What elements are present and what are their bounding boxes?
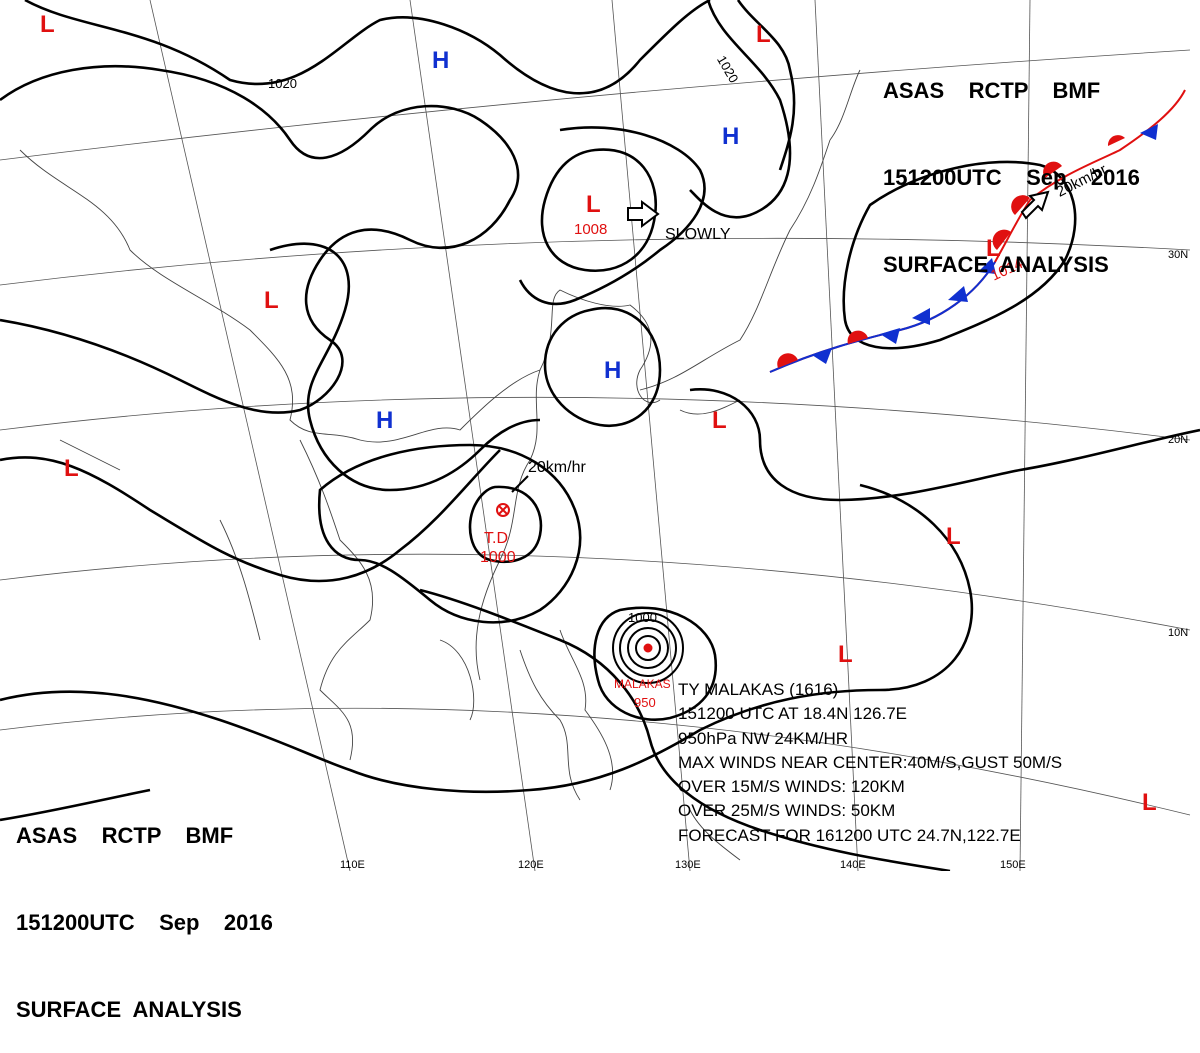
graticule [0,0,1191,871]
td-symbol [496,503,510,517]
label-td-name: T.D [484,530,508,547]
isobar-japan-east [689,388,1200,502]
header-line-2: 151200UTC Sep 2016 [883,165,1140,190]
low-center-south: L [838,641,853,668]
header-line-3: SURFACE ANALYSIS [883,252,1109,277]
low-center-west: L [264,287,279,314]
label-typhoon-pressure: 950 [634,695,656,710]
lon-label-120: 120E [518,859,544,871]
header-top-right: ASAS RCTP BMF 151200UTC Sep 2016 SURFACE… [883,18,1140,308]
header-line-2-bottom: 151200UTC Sep 2016 [16,910,273,935]
label-typhoon-name: MALAKAS [614,677,671,691]
low-center-far-west: L [64,455,79,482]
header-line-1: ASAS RCTP BMF [883,78,1101,103]
low-center-se: L [1142,789,1157,816]
high-center-east: H [722,123,739,150]
typhoon-info-line: OVER 15M/S WINDS: 120KM [678,777,905,797]
surface-analysis-map: 30N 20N 10N 110E 120E 130E 140E 150E [0,0,1200,871]
coastlines [19,69,861,861]
header-bottom-left: ASAS RCTP BMF 151200UTC Sep 2016 SURFACE… [16,763,273,1053]
isobar-front-low-ring [842,160,1077,350]
isobar-central-loop [518,126,706,306]
motion-arrows [511,190,1050,493]
latitude-labels: 30N 20N 10N [1168,249,1188,639]
typhoon-info-line: 950hPa NW 24KM/HR [678,728,849,748]
lat-label-30: 30N [1168,249,1188,261]
isobar-1000-typhoon [593,606,718,721]
isobar-1020-east-outer [736,0,796,171]
low-center-front: L [986,235,1001,262]
high-center-china: H [604,357,621,384]
lon-label-130: 130E [675,859,701,871]
front-low-arrow-icon [1020,190,1050,220]
longitude-labels: 110E 120E 130E 140E 150E [340,859,1026,871]
isobar-south [419,588,951,871]
label-slowly: SLOWLY [665,226,731,243]
front [769,89,1186,373]
typhoon-info-line: TY MALAKAS (1616) [678,680,839,699]
low-center-1008: L [586,191,601,218]
lon-label-110: 110E [340,859,365,871]
isobar-label-1020-a: 1020 [268,76,297,91]
isobar-1020-north [24,0,711,95]
lat-label-10: 10N [1168,627,1188,639]
isobar-west-ring [269,242,541,492]
isobar-north-ring [0,65,520,414]
lon-label-150: 150E [1000,859,1026,871]
typhoon-symbol [612,612,684,684]
isobar-west-south [0,449,501,583]
td-motion-arrow-icon [511,475,529,493]
low-center-ne: L [756,21,771,48]
pressure-centers: H H H H L L L L L L L L L L [40,11,1157,816]
lon-label-140: 140E [840,859,866,871]
isobar-pacific-large [0,483,974,794]
header-line-3-bottom: SURFACE ANALYSIS [16,997,242,1022]
slowly-arrow-icon [627,200,660,228]
high-center-west: H [376,407,393,434]
isobar-high-china [543,306,662,428]
high-center-north: H [432,47,449,74]
low-center-nw: L [40,11,55,38]
header-line-1-bottom: ASAS RCTP BMF [16,823,234,848]
isobar-1020-east [689,0,792,219]
low-center-pacific: L [946,523,961,550]
isobar-td-outer [317,443,582,624]
isobar-1008-low [540,148,658,273]
label-td-speed: 20km/hr [528,459,586,476]
typhoon-info-line: MAX WINDS NEAR CENTER:40M/S,GUST 50M/S [678,752,1063,772]
typhoon-info-block: TY MALAKAS (1616) 151200 UTC AT 18.4N 12… [678,678,1062,848]
typhoon-info-line: 151200 UTC AT 18.4N 126.7E [678,704,908,724]
isobars [0,0,1200,871]
low-center-japan: L [712,407,727,434]
label-1008: 1008 [574,221,607,238]
typhoon-center-icon [643,643,653,653]
typhoon-info-line: OVER 25M/S WINDS: 50KM [678,801,896,821]
isobar-td-inner [468,485,543,564]
label-td-pressure: 1000 [480,549,516,566]
isobar-central-west [0,788,151,822]
typhoon-info-line: FORECAST FOR 161200 UTC 24.7N,122.7E [678,825,1021,845]
